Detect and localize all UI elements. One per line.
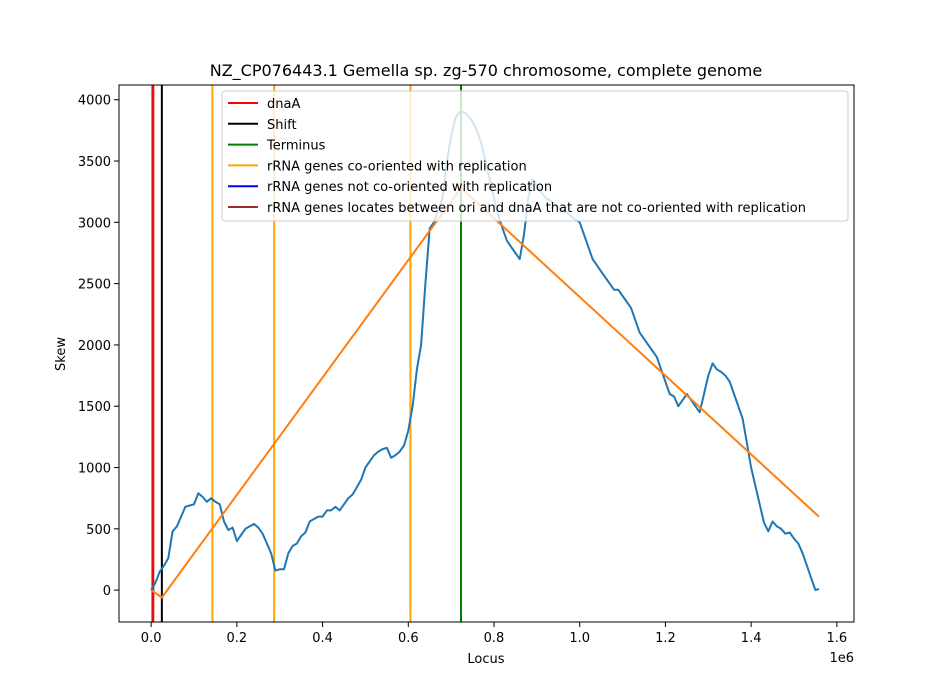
y-tick-label-6: 3000	[78, 216, 111, 231]
x-tick-label-8: 1.6	[827, 631, 848, 646]
x-tick-label-5: 1.0	[569, 631, 590, 646]
y-tick-label-8: 4000	[78, 94, 111, 109]
x-axis-scale-label: 1e6	[829, 651, 854, 666]
y-tick-label-2: 1000	[78, 462, 111, 477]
x-tick-label-1: 0.2	[227, 631, 248, 646]
legend-label-1: Shift	[267, 118, 297, 133]
x-tick-label-2: 0.4	[312, 631, 333, 646]
legend-label-4: rRNA genes not co-oriented with replicat…	[267, 180, 552, 195]
chart-title: NZ_CP076443.1 Gemella sp. zg-570 chromos…	[210, 61, 762, 81]
x-tick-label-7: 1.4	[741, 631, 762, 646]
legend-label-5: rRNA genes locates between ori and dnaA …	[267, 201, 806, 216]
legend-label-2: Terminus	[266, 139, 326, 154]
x-tick-label-4: 0.8	[484, 631, 505, 646]
y-tick-label-3: 1500	[78, 400, 111, 415]
x-tick-label-6: 1.2	[655, 631, 676, 646]
axes-frame	[118, 84, 855, 623]
y-axis-label: Skew	[54, 337, 69, 371]
y-axis-ticks: 0 500 1000 1500 2000 2500 3000 3500 4000	[78, 94, 119, 599]
legend: dnaA Shift Terminus rRNA genes co-oriented …	[221, 90, 849, 222]
legend-label-3: rRNA genes co-oriented with replication	[267, 159, 527, 174]
series-line-1	[150, 187, 820, 599]
y-tick-label-1: 500	[86, 523, 111, 538]
y-tick-label-0: 0	[103, 584, 111, 599]
y-tick-label-5: 2500	[78, 278, 111, 293]
x-axis-ticks: 0.0 0.2 0.4 0.6 0.8 1.0 1.2 1.4 1.6	[141, 622, 847, 646]
legend-items: dnaA Shift Terminus rRNA genes co-oriented …	[228, 97, 806, 216]
x-tick-label-3: 0.6	[398, 631, 419, 646]
legend-box	[221, 90, 849, 222]
legend-label-0: dnaA	[267, 97, 300, 112]
x-axis-label: Locus	[467, 652, 504, 667]
y-tick-label-7: 3500	[78, 155, 111, 170]
y-tick-label-4: 2000	[78, 339, 111, 354]
x-tick-label-0: 0.0	[141, 631, 162, 646]
